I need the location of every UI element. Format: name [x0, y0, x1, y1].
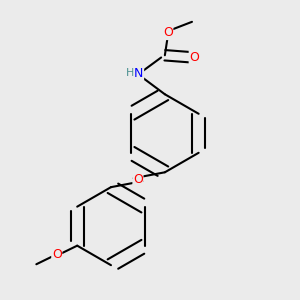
Text: H: H [126, 68, 134, 78]
Text: O: O [189, 51, 199, 64]
Text: O: O [133, 173, 143, 186]
Text: N: N [134, 67, 143, 80]
Text: O: O [163, 26, 173, 40]
Text: O: O [52, 248, 62, 262]
